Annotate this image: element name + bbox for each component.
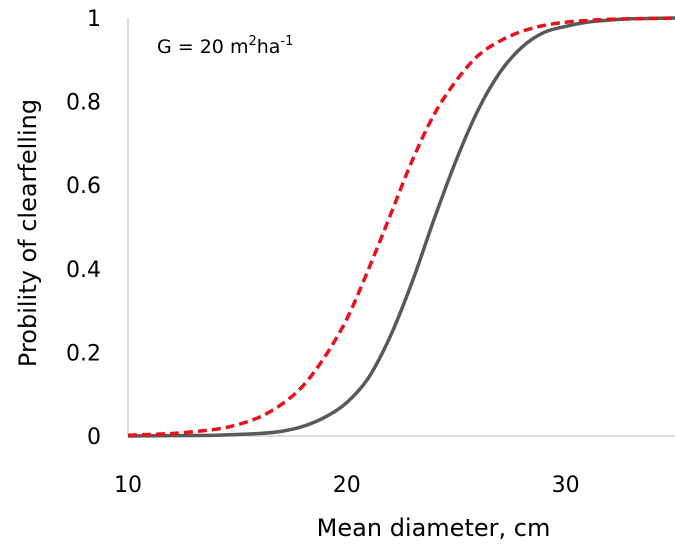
tick-labels: 0 0.2 0.4 0.6 0.8 1 10 20 30 bbox=[66, 7, 580, 498]
x-tick-label: 10 bbox=[114, 473, 142, 498]
annotation-mid: ha bbox=[257, 36, 281, 58]
y-tick-label: 0.4 bbox=[66, 258, 101, 283]
annotation-superscript-2: -1 bbox=[280, 34, 293, 49]
annotation-text: G = 20 m2ha-1 bbox=[157, 34, 293, 58]
annotation-superscript-1: 2 bbox=[248, 34, 256, 49]
x-tick-label: 20 bbox=[333, 473, 361, 498]
series-line-2-dashed bbox=[127, 16, 675, 437]
y-axis-title: Probility of clearfelling bbox=[14, 99, 42, 367]
y-tick-label: 0.8 bbox=[66, 91, 101, 116]
annotation-base: G = 20 m bbox=[157, 36, 248, 58]
x-tick-label: 30 bbox=[552, 473, 580, 498]
y-tick-label: 0.2 bbox=[66, 341, 101, 366]
series-layer bbox=[127, 16, 675, 438]
y-tick-label: 0 bbox=[87, 425, 101, 450]
y-tick-label: 1 bbox=[87, 7, 101, 32]
x-axis-title: Mean diameter, cm bbox=[317, 514, 551, 542]
y-tick-label: 0.6 bbox=[66, 174, 101, 199]
series-line-1-solid bbox=[127, 16, 675, 438]
